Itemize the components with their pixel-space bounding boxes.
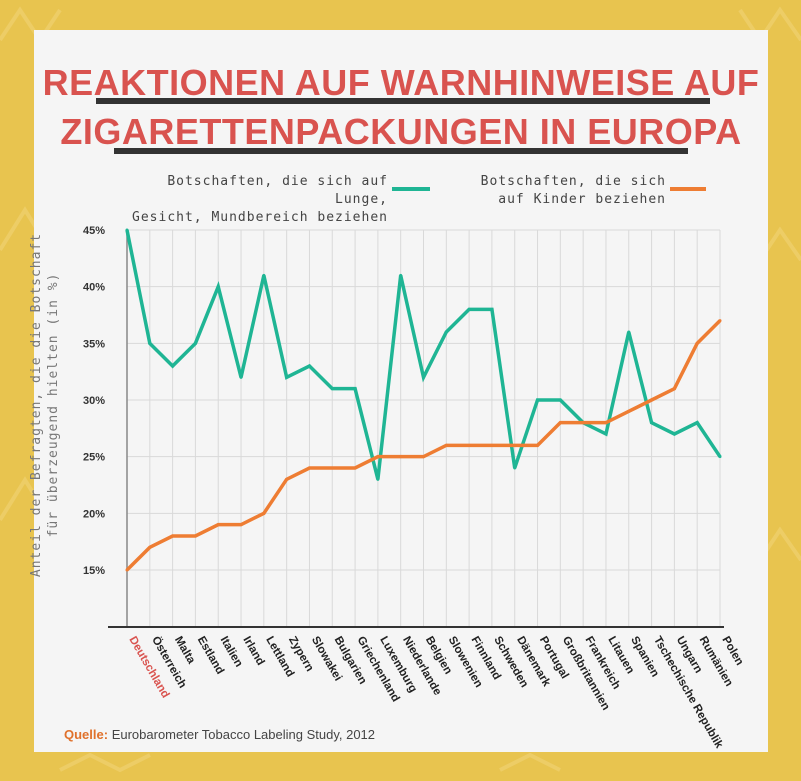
series-2-point [467, 443, 471, 447]
title-underline-1 [96, 98, 710, 104]
legend-series1-line2: Gesicht, Mundbereich beziehen [132, 210, 388, 225]
series-2-point [353, 466, 357, 470]
series-1-point [399, 273, 403, 277]
series-2-point [376, 455, 380, 459]
series-1-point [695, 421, 699, 425]
legend-series2-line1: Botschaften, die sich [480, 174, 666, 189]
series-2-point [285, 477, 289, 481]
series-1-point [604, 432, 608, 436]
series-1-point [171, 364, 175, 368]
series-2-point [558, 421, 562, 425]
series-1-point [307, 364, 311, 368]
series-1-point [513, 466, 517, 470]
series-1-point [672, 432, 676, 436]
series-2-point [490, 443, 494, 447]
series-2-point [718, 319, 722, 323]
series-2-point [330, 466, 334, 470]
series-1-point [376, 477, 380, 481]
series-1-point [422, 375, 425, 379]
series-1-point [148, 341, 152, 345]
series-2-point [536, 443, 540, 447]
series-1-point [193, 341, 197, 345]
series-2-point [399, 455, 403, 459]
series-2-point [444, 443, 448, 447]
series-2-point [216, 523, 220, 527]
series-2-point [650, 398, 654, 402]
source-text: Eurobarometer Tobacco Labeling Study, 20… [111, 727, 376, 742]
y-tick-label: 45% [83, 225, 105, 237]
source-label: Quelle: [64, 727, 109, 742]
y-tick-label: 15% [83, 565, 105, 577]
legend-series1-line1: Botschaften, die sich auf Lunge, [167, 174, 388, 207]
legend-series2-line2: auf Kinder beziehen [498, 192, 666, 207]
legend-series1-text: Botschaften, die sich auf Lunge, Gesicht… [106, 173, 388, 227]
title-underline-2 [114, 148, 688, 154]
series-2-point [627, 409, 631, 413]
series-1-point [330, 387, 334, 391]
series-2-point [262, 511, 266, 515]
legend-series2-text: Botschaften, die sich auf Kinder beziehe… [470, 173, 666, 209]
series-1-point [490, 307, 494, 311]
series-2-point [513, 443, 517, 447]
series-1-point [239, 375, 243, 379]
source-note: Quelle: Eurobarometer Tobacco Labeling S… [64, 727, 375, 742]
series-1-point [216, 285, 220, 289]
legend-series1-swatch [392, 187, 430, 191]
series-1-point [558, 398, 562, 402]
chart-title-line2: ZIGARETTENPACKUNGEN IN EUROPA [60, 111, 742, 152]
series-1-point [285, 375, 289, 379]
series-1-point [444, 330, 448, 334]
series-2-point [695, 341, 699, 345]
y-tick-label: 35% [83, 338, 105, 350]
series-2-point [581, 421, 585, 425]
series-2-point [239, 523, 243, 527]
series-2-point [422, 455, 425, 459]
series-1-point [467, 307, 471, 311]
chart-card: REAKTIONEN AUF WARNHINWEISE AUF ZIGARETT… [34, 30, 768, 752]
y-tick-label: 30% [83, 395, 105, 407]
series-2-point [604, 421, 608, 425]
y-tick-label: 40% [83, 282, 105, 294]
series-1-point [536, 398, 540, 402]
y-tick-label: 25% [83, 452, 105, 464]
chart-title-line1: REAKTIONEN AUF WARNHINWEISE AUF [42, 62, 760, 103]
series-2-point [672, 387, 676, 391]
series-2-point [193, 534, 197, 538]
series-1-point [353, 387, 357, 391]
series-1-point [650, 421, 654, 425]
series-2-point [307, 466, 311, 470]
y-tick-label: 20% [83, 508, 105, 520]
legend-series2-swatch [670, 187, 706, 191]
series-1-point [627, 330, 631, 334]
series-2-point [171, 534, 175, 538]
series-1-point [262, 273, 266, 277]
series-1-point [125, 228, 129, 232]
series-2-point [148, 545, 152, 549]
series-2-point [125, 568, 129, 572]
series-1-point [718, 455, 722, 459]
